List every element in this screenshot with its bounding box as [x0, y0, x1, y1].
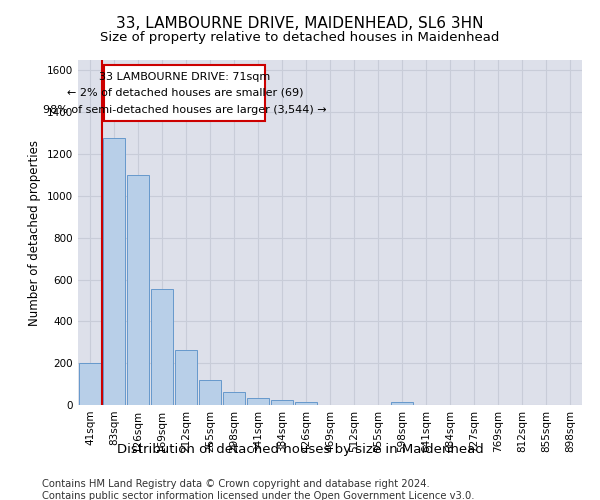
- Text: 98% of semi-detached houses are larger (3,544) →: 98% of semi-detached houses are larger (…: [43, 104, 326, 115]
- Bar: [247, 398, 269, 405]
- Bar: [175, 350, 197, 405]
- Text: ← 2% of detached houses are smaller (69): ← 2% of detached houses are smaller (69): [67, 88, 303, 98]
- Bar: [271, 400, 293, 405]
- Bar: [295, 402, 317, 405]
- Text: Distribution of detached houses by size in Maidenhead: Distribution of detached houses by size …: [116, 442, 484, 456]
- Bar: [151, 289, 173, 405]
- Text: Contains HM Land Registry data © Crown copyright and database right 2024.: Contains HM Land Registry data © Crown c…: [42, 479, 430, 489]
- Bar: [127, 175, 149, 405]
- Bar: [391, 402, 413, 405]
- Text: 33, LAMBOURNE DRIVE, MAIDENHEAD, SL6 3HN: 33, LAMBOURNE DRIVE, MAIDENHEAD, SL6 3HN: [116, 16, 484, 31]
- Text: 33 LAMBOURNE DRIVE: 71sqm: 33 LAMBOURNE DRIVE: 71sqm: [99, 72, 271, 83]
- Bar: [223, 392, 245, 405]
- Text: Size of property relative to detached houses in Maidenhead: Size of property relative to detached ho…: [100, 31, 500, 44]
- Y-axis label: Number of detached properties: Number of detached properties: [28, 140, 41, 326]
- Bar: [199, 380, 221, 405]
- Bar: [103, 138, 125, 405]
- Bar: [79, 363, 101, 405]
- Text: Contains public sector information licensed under the Open Government Licence v3: Contains public sector information licen…: [42, 491, 475, 500]
- FancyBboxPatch shape: [104, 65, 265, 120]
